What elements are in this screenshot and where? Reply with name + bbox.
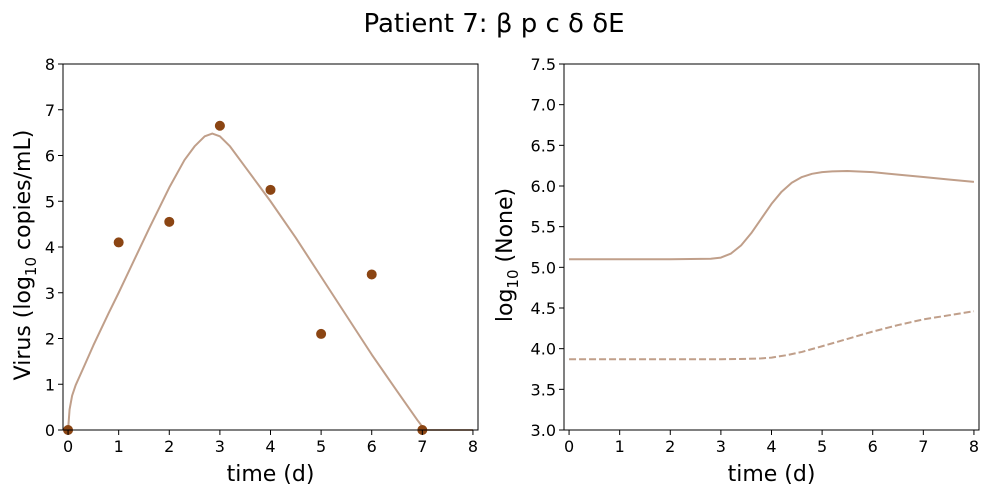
virus-ticks: 0 1 2 3 4 5 6 7 8 0 1 2 3 4 5 6 7 8: [45, 55, 478, 456]
none-y-label-sub: 10: [504, 269, 522, 288]
y-tick-label: 6: [45, 147, 55, 166]
virus-y-label-tail: copies/mL): [11, 130, 36, 257]
x-tick-label: 5: [817, 437, 827, 456]
y-tick-label: 2: [45, 330, 55, 349]
y-tick-label: 7.5: [531, 55, 556, 74]
y-tick-label: 7: [45, 101, 55, 120]
y-tick-label: 4.5: [531, 299, 556, 318]
x-tick-label: 8: [468, 437, 478, 456]
x-tick-label: 7: [918, 437, 928, 456]
y-tick-label: 6.0: [531, 177, 556, 196]
x-tick-label: 3: [716, 437, 726, 456]
x-tick-label: 1: [615, 437, 625, 456]
none-panel: 0 1 2 3 4 5 6 7 83.03.54.04.55.05.56.06.57.07.5 …: [493, 55, 980, 487]
observed-point: [316, 328, 327, 339]
x-tick-label: 6: [868, 437, 878, 456]
y-tick-label: 3: [45, 284, 55, 303]
x-tick-label: 3: [215, 437, 225, 456]
x-tick-label: 1: [114, 437, 124, 456]
x-tick-label: 4: [766, 437, 776, 456]
y-tick-label: 0: [45, 421, 55, 440]
y-tick-label: 7.0: [531, 96, 556, 115]
y-tick-label: 3.5: [531, 380, 556, 399]
observed-point: [113, 237, 124, 248]
none-x-axis-label: time (d): [728, 462, 816, 487]
none-y-label-tail: (None): [493, 188, 518, 270]
x-tick-label: 0: [63, 437, 73, 456]
none-plot-area: [569, 169, 975, 361]
y-tick-label: 6.5: [531, 136, 556, 155]
virus-x-axis-label: time (d): [227, 462, 315, 487]
virus-y-label-main: Virus (log: [11, 276, 36, 380]
observed-point: [265, 184, 276, 195]
virus-plot-area: [63, 120, 473, 435]
x-tick-label: 2: [164, 437, 174, 456]
x-tick-label: 2: [665, 437, 675, 456]
dashed-series-line: [569, 310, 975, 361]
y-tick-label: 5.0: [531, 258, 556, 277]
y-tick-label: 5: [45, 192, 55, 211]
plot-frame: [563, 63, 980, 431]
plot-frame: [62, 63, 479, 431]
observed-point: [214, 120, 225, 131]
y-tick-label: 4.0: [531, 340, 556, 359]
observed-point: [366, 269, 377, 280]
none-y-label-main: log: [493, 289, 518, 323]
x-tick-label: 4: [265, 437, 275, 456]
model-series-line: [67, 132, 473, 431]
virus-y-axis-label: Virus (log10 copies/mL): [11, 130, 40, 381]
none-y-axis-label: log10 (None): [493, 188, 522, 322]
y-tick-label: 4: [45, 238, 55, 257]
virus-y-label-sub: 10: [22, 257, 40, 276]
y-tick-label: 1: [45, 375, 55, 394]
none-ticks: 0 1 2 3 4 5 6 7 8 3.0 3.5 4.0 4.5 5.0 5.5 6.0 6.5 7.0 7.5: [531, 55, 979, 456]
observed-point: [164, 216, 175, 227]
model-series-line: [569, 169, 975, 261]
x-tick-label: 5: [316, 437, 326, 456]
virus-axes: [62, 63, 479, 431]
virus-panel: 0 1 2 3 4 5 6 7 8 0 1 2 3 4 5 6 7 8 time (d) Virus (log10…: [11, 55, 479, 487]
y-tick-label: 3.0: [531, 421, 556, 440]
x-tick-label: 7: [417, 437, 427, 456]
none-axes: [563, 63, 980, 431]
figure-title: Patient 7: β p c δ δE: [363, 9, 624, 39]
y-tick-label: 8: [45, 55, 55, 74]
x-tick-label: 0: [564, 437, 574, 456]
x-tick-label: 8: [969, 437, 979, 456]
x-tick-label: 6: [367, 437, 377, 456]
y-tick-label: 5.5: [531, 218, 556, 237]
